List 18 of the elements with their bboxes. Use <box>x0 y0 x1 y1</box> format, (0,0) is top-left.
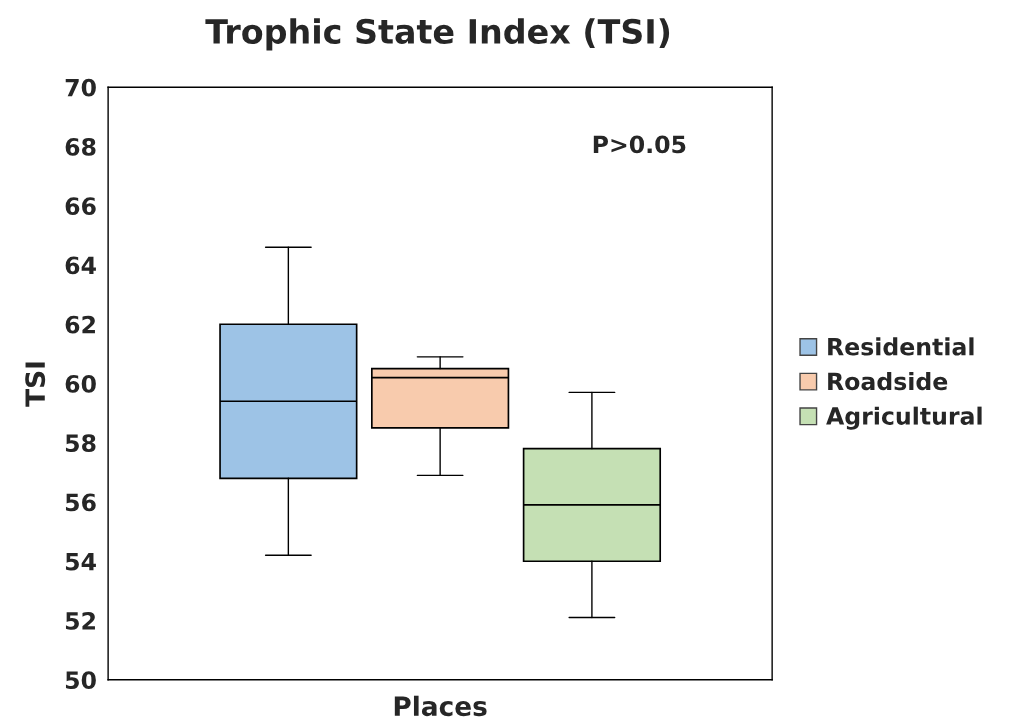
y-tick-label: 50 <box>65 671 96 690</box>
y-tick-label: 70 <box>65 78 96 97</box>
y-tick-label: 66 <box>65 197 96 216</box>
y-tick-label: 64 <box>65 256 96 275</box>
annotation: P>0.05 <box>593 135 686 154</box>
legend-label: Agricultural <box>826 406 982 430</box>
y-tick-label: 54 <box>65 553 96 571</box>
y-tick-label: 62 <box>65 315 95 334</box>
y-tick-label: 58 <box>65 434 96 453</box>
y-tick-label: 60 <box>65 374 96 393</box>
y-tick-label: 56 <box>65 493 96 512</box>
legend-label: Residential <box>828 337 974 356</box>
legend-label: Roadside <box>828 371 948 391</box>
y-tick-label: 68 <box>65 137 96 156</box>
y-tick-label: 52 <box>65 611 95 630</box>
y-axis-title: TSI <box>25 362 46 407</box>
chart-title: Trophic State Index (TSI) <box>205 18 670 51</box>
x-axis-title: Places <box>394 695 487 717</box>
